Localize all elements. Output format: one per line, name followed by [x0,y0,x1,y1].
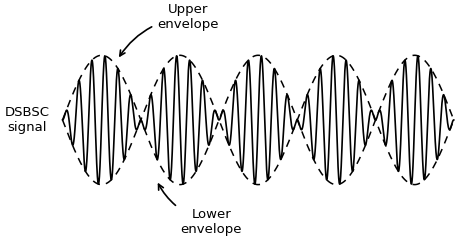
Text: Lower
envelope: Lower envelope [158,184,242,236]
Text: DSBSC
signal: DSBSC signal [5,106,50,134]
Text: Upper
envelope: Upper envelope [120,3,219,56]
